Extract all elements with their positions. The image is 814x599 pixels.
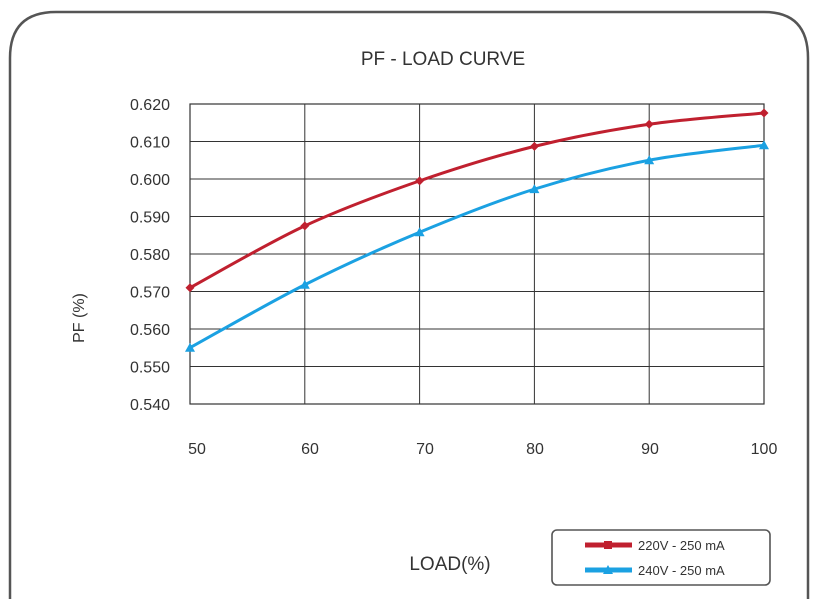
series-line-1 — [189, 111, 765, 290]
legend: 220V - 250 mA 240V - 250 mA — [551, 529, 771, 586]
data-point-marker — [759, 108, 769, 118]
x-tick-label: 80 — [526, 441, 544, 458]
y-axis-ticks: 0.620 0.610 0.600 0.590 0.580 0.570 0.560 0.550… — [130, 97, 170, 414]
legend-label: 220V - 250 mA — [638, 538, 725, 553]
y-tick-label: 0.570 — [130, 285, 170, 302]
x-tick-label: 60 — [301, 441, 319, 458]
legend-label: 240V - 250 mA — [638, 563, 725, 578]
data-point-marker — [529, 184, 540, 194]
data-point-marker — [185, 283, 195, 293]
y-axis-label: PF (%) — [71, 293, 88, 343]
y-tick-label: 0.610 — [130, 135, 170, 152]
y-tick-label: 0.550 — [130, 360, 170, 377]
data-point-marker — [185, 342, 195, 352]
legend-marker — [604, 541, 612, 549]
y-tick-label: 0.620 — [130, 97, 170, 114]
y-tick-label: 0.590 — [130, 210, 170, 227]
legend-marker — [603, 565, 613, 574]
y-tick-label: 0.540 — [130, 397, 170, 414]
chart-frame — [8, 10, 810, 599]
x-axis-ticks: 50 60 70 80 90 100 — [188, 441, 777, 458]
y-tick-label: 0.600 — [130, 172, 170, 189]
data-point-marker — [415, 176, 425, 186]
data-point-marker — [644, 119, 654, 129]
series-line-2 — [189, 143, 765, 350]
legend-entries: 220V - 250 mA 240V - 250 mA — [585, 538, 725, 578]
x-axis-label: LOAD(%) — [409, 554, 490, 575]
x-tick-label: 90 — [641, 441, 659, 458]
data-point-marker — [414, 227, 425, 237]
plot-area-border — [189, 103, 765, 405]
data-point-marker — [300, 221, 310, 231]
y-tick-label: 0.580 — [130, 247, 170, 264]
data-point-marker — [759, 140, 769, 150]
data-point-marker — [299, 279, 310, 289]
x-tick-label: 70 — [416, 441, 434, 458]
data-point-marker — [529, 141, 539, 151]
x-tick-label: 50 — [188, 441, 206, 458]
y-tick-label: 0.560 — [130, 322, 170, 339]
x-tick-label: 100 — [751, 441, 778, 458]
series-lines — [185, 108, 769, 352]
chart-title: PF - LOAD CURVE — [361, 49, 525, 70]
data-point-marker — [644, 155, 655, 165]
